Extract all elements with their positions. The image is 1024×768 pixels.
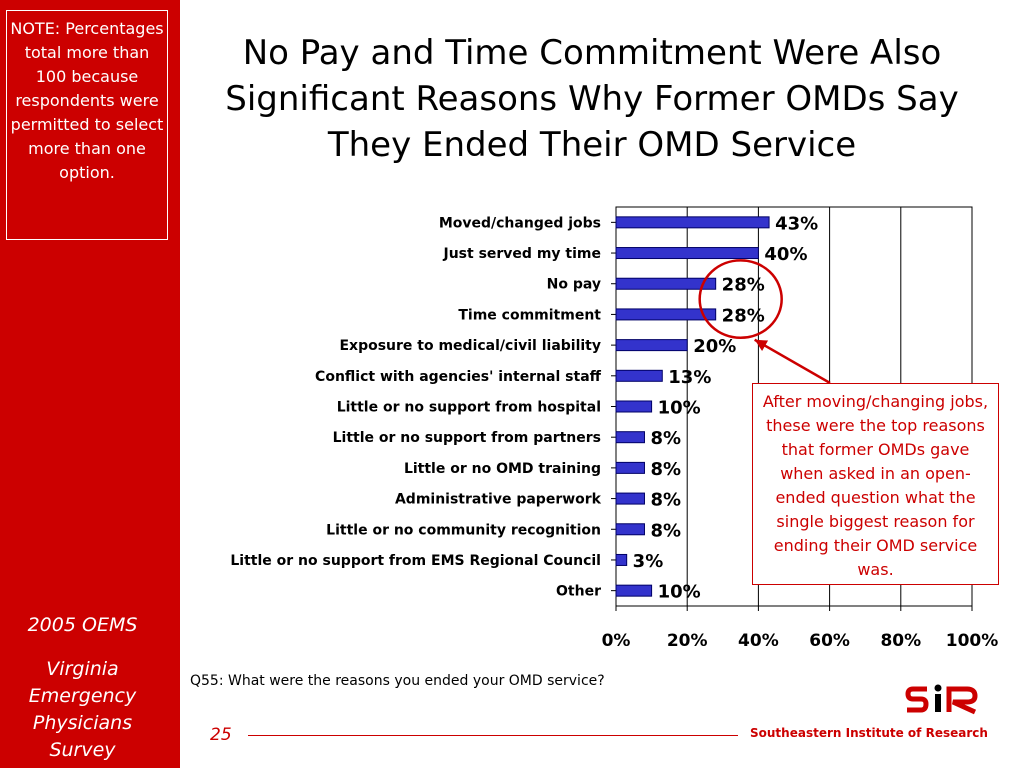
highlight-circle <box>698 259 783 340</box>
bar <box>615 247 759 260</box>
data-label: 8% <box>650 459 681 480</box>
category-label: Conflict with agencies' internal staff <box>315 369 602 385</box>
category-label: Time commitment <box>458 307 601 323</box>
bar <box>615 492 645 505</box>
category-label: Moved/changed jobs <box>439 215 601 231</box>
page-number: 25 <box>210 725 232 745</box>
data-label: 3% <box>633 551 664 572</box>
category-label: Little or no support from hospital <box>337 400 601 416</box>
sir-logo <box>905 683 983 717</box>
data-label: 10% <box>658 398 701 419</box>
category-label: Little or no community recognition <box>326 522 601 538</box>
category-label: Other <box>556 584 601 600</box>
data-label: 10% <box>658 582 701 603</box>
bar <box>615 369 663 382</box>
x-tick-label: 80% <box>880 631 921 651</box>
bar <box>615 216 770 229</box>
x-tick-label: 60% <box>809 631 850 651</box>
data-label: 13% <box>668 367 711 388</box>
bar <box>615 523 645 536</box>
x-tick-label: 0% <box>602 631 631 651</box>
survey-name: Virginia Emergency Physicians Survey <box>28 658 137 761</box>
category-label: Little or no support from partners <box>333 430 601 446</box>
organization-name: Southeastern Institute of Research <box>750 726 988 740</box>
arrow-head <box>754 339 769 351</box>
category-label: Administrative paperwork <box>395 492 602 508</box>
category-label: No pay <box>547 277 601 293</box>
data-label: 8% <box>650 428 681 449</box>
bar <box>615 277 717 290</box>
page-title: No Pay and Time Commitment Were Also Sig… <box>225 33 959 165</box>
data-label: 40% <box>764 244 807 265</box>
data-label: 28% <box>722 305 765 326</box>
data-label: 8% <box>650 490 681 511</box>
callout-box: After moving/changing jobs, these were t… <box>752 383 999 585</box>
note-box: NOTE: Percentages total more than 100 be… <box>6 10 168 240</box>
category-label: Just served my time <box>443 246 602 262</box>
x-tick-label: 40% <box>738 631 779 651</box>
question-text: Q55: What were the reasons you ended you… <box>190 673 605 689</box>
bar <box>615 584 653 597</box>
footer-divider <box>248 735 738 736</box>
category-label: Little or no OMD training <box>404 461 601 477</box>
category-label: Little or no support from EMS Regional C… <box>230 553 601 569</box>
callout-arrow <box>754 338 831 385</box>
bar <box>615 339 688 352</box>
survey-year: 2005 OEMS <box>27 614 138 636</box>
data-label: 8% <box>650 520 681 541</box>
bar <box>615 461 645 474</box>
data-label: 28% <box>722 275 765 296</box>
bar <box>615 553 628 566</box>
data-label: 43% <box>775 213 818 234</box>
data-label: 20% <box>693 336 736 357</box>
bar <box>615 400 653 413</box>
x-tick-label: 100% <box>946 631 999 651</box>
bar <box>615 431 645 444</box>
bar <box>615 308 717 321</box>
sidebar: NOTE: Percentages total more than 100 be… <box>0 0 180 768</box>
category-label: Exposure to medical/civil liability <box>339 338 601 354</box>
x-tick-label: 20% <box>667 631 708 651</box>
